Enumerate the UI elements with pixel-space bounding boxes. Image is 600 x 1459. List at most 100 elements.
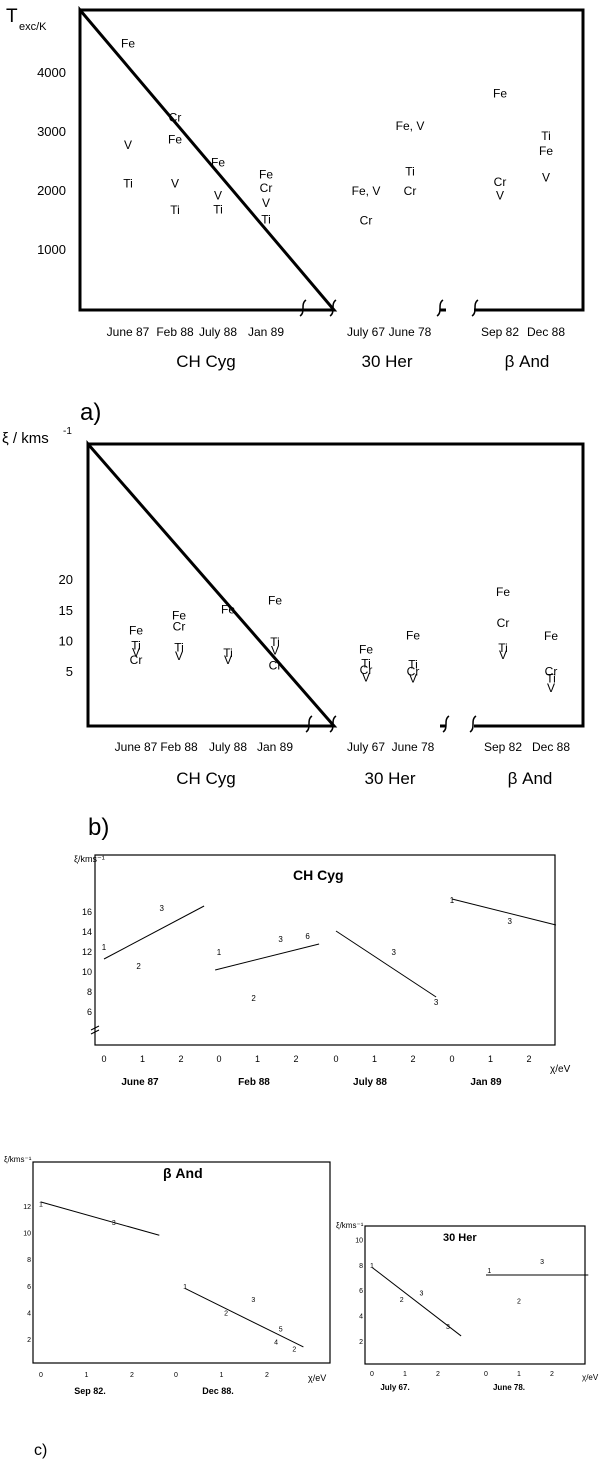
data-label-fe: Fe	[359, 642, 373, 656]
data-label-cr: Cr	[169, 110, 182, 124]
data-label-ti: Ti	[270, 635, 280, 649]
axis-break	[436, 299, 444, 317]
y-tick-label: 3000	[37, 124, 66, 139]
y-tick-label: 4	[27, 1310, 31, 1317]
data-point: 1	[39, 1201, 43, 1208]
group-label: β And	[505, 352, 550, 371]
x-tick-label: Jan 89	[248, 325, 284, 339]
panel-b-label: b)	[88, 814, 109, 841]
y-tick-label: 6	[87, 1007, 92, 1017]
x-tick-label: Jan 89	[470, 1077, 502, 1088]
data-label-v: V	[171, 176, 179, 190]
x-tick-label: July 88	[199, 325, 237, 339]
x-tick-label: 0	[449, 1054, 454, 1064]
data-label-cr: Cr	[360, 663, 373, 677]
data-label-cr: Cr	[497, 616, 510, 630]
panel-a-ylabel: T	[6, 6, 18, 27]
y-tick-label: 15	[59, 603, 73, 618]
data-label-ti: Ti	[213, 202, 223, 216]
y-tick-label: 6	[27, 1284, 31, 1291]
group-label: CH Cyg	[176, 352, 236, 371]
x-tick-label: 0	[484, 1371, 488, 1378]
x-tick-label: 2	[178, 1054, 183, 1064]
panel-b-ylabel: ξ / kms	[2, 430, 49, 447]
beta-and-ylabel: ξ/kms⁻¹	[4, 1155, 32, 1164]
x-tick-label: July 88	[209, 740, 247, 754]
data-point: 3	[446, 1324, 450, 1331]
data-point: 3	[392, 948, 397, 957]
data-label-ti: Ti	[408, 658, 418, 672]
data-label-cr: Cr	[260, 181, 273, 195]
data-label-ti: Ti	[498, 641, 508, 655]
data-point: 3	[251, 1297, 255, 1304]
x-tick-label: Sep 82	[484, 740, 522, 754]
y-tick-label: 2	[359, 1339, 363, 1346]
y-tick-label: 12	[23, 1204, 31, 1211]
panel-b-ylabel-sup: -1	[63, 426, 72, 437]
x-tick-label: June 78	[392, 740, 435, 754]
data-label-cr: Cr	[269, 658, 282, 672]
data-point: 3	[160, 904, 165, 913]
y-tick-label: 16	[82, 907, 92, 917]
x-tick-label: 1	[517, 1371, 521, 1378]
data-label-fe: Fe	[493, 87, 507, 101]
ch-cyg-title: CH Cyg	[293, 867, 344, 883]
data-label-v: V	[547, 681, 555, 695]
x-tick-label: July 67.	[380, 1383, 409, 1392]
data-point: 1	[183, 1284, 187, 1291]
y-tick-label: 10	[355, 1237, 363, 1244]
data-point: 2	[517, 1298, 521, 1305]
group-label: 30 Her	[361, 352, 412, 371]
fit-line	[335, 930, 437, 998]
axis-break	[329, 299, 337, 317]
x-tick-label: 1	[403, 1371, 407, 1378]
data-label-fe: Fe	[496, 585, 510, 599]
group-label: CH Cyg	[176, 769, 236, 788]
x-tick-label: 0	[39, 1372, 43, 1379]
axis-break	[329, 715, 337, 733]
x-tick-label: July 67	[347, 325, 385, 339]
x-tick-label: 2	[293, 1054, 298, 1064]
x-tick-label: Dec 88	[527, 325, 565, 339]
x-tick-label: 0	[370, 1371, 374, 1378]
30-her-xlabel: χ/eV	[582, 1373, 599, 1382]
data-point: 3	[434, 998, 439, 1007]
y-tick-label: 1000	[37, 242, 66, 257]
x-tick-label: June 87	[115, 740, 158, 754]
data-label-v: V	[542, 170, 550, 184]
data-label-cr: Cr	[407, 664, 420, 678]
group-label: β And	[508, 769, 553, 788]
data-label-v: V	[224, 653, 232, 667]
fit-line	[103, 905, 205, 960]
y-tick-label: 8	[87, 987, 92, 997]
panel-b-frame	[86, 439, 585, 728]
y-tick-label: 5	[66, 664, 73, 679]
data-label-cr: Cr	[130, 653, 143, 667]
axis-break	[299, 299, 307, 317]
x-tick-label: 2	[130, 1372, 134, 1379]
beta-and-xlabel: χ/eV	[308, 1373, 326, 1383]
data-label-ti: Ti	[405, 165, 415, 179]
30-her-ylabel: ξ/kms⁻¹	[336, 1221, 364, 1230]
ch-cyg-ylabel: ξ/kms⁻¹	[74, 854, 105, 864]
data-label-fe: Fe	[539, 144, 553, 158]
30-her-title: 30 Her	[443, 1232, 477, 1244]
fit-line	[371, 1266, 462, 1337]
data-point: 2	[400, 1297, 404, 1304]
fit-line	[184, 1288, 304, 1348]
fit-line	[40, 1201, 160, 1236]
x-tick-label: June 87	[121, 1077, 159, 1088]
data-label-v: V	[409, 672, 417, 686]
data-point: 4	[274, 1340, 278, 1347]
data-point: 3	[508, 917, 513, 926]
panel-a-label: a)	[80, 399, 101, 426]
data-point: 3	[420, 1291, 424, 1298]
x-tick-label: Jan 89	[257, 740, 293, 754]
x-tick-label: Dec 88.	[202, 1386, 234, 1396]
y-tick-label: 6	[359, 1288, 363, 1295]
x-tick-label: 0	[174, 1372, 178, 1379]
data-point: 2	[136, 962, 141, 971]
data-point: 1	[217, 948, 222, 957]
data-label-ti: Ti	[546, 672, 556, 686]
